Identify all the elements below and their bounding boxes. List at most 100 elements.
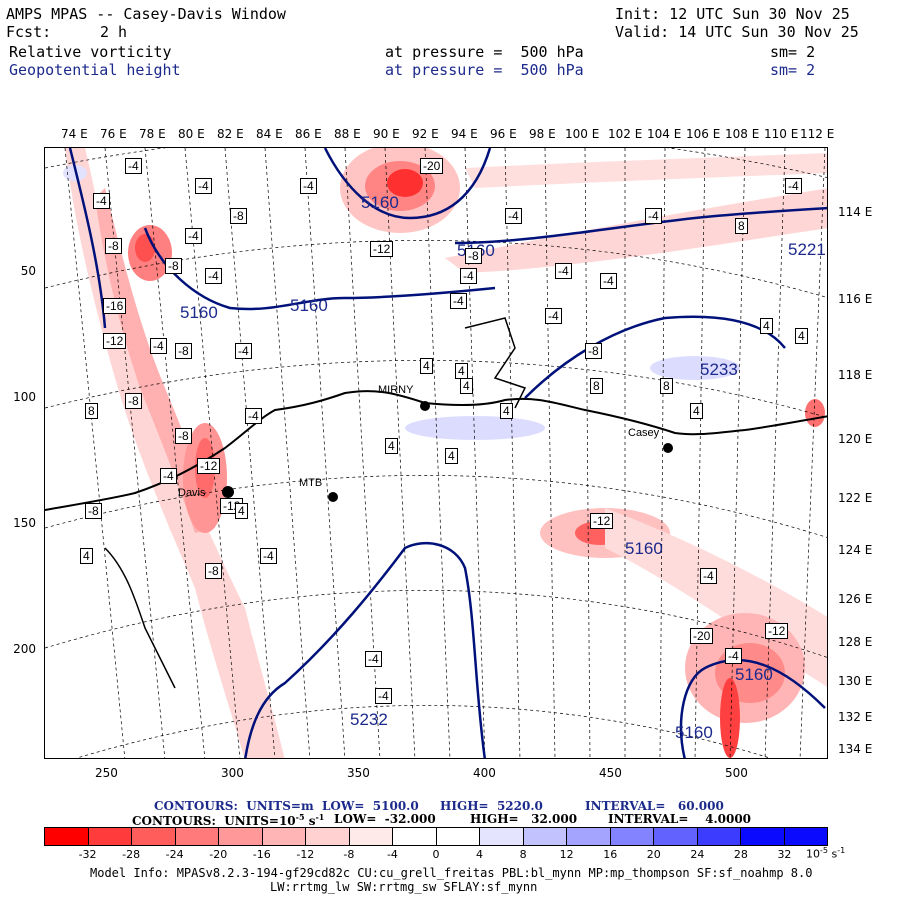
colorbar-swatch xyxy=(436,828,480,845)
vort-contour-units: CONTOURS: UNITS=10 xyxy=(132,814,296,828)
colorbar-units-s: s xyxy=(827,847,838,861)
top-lon-label: 102 E xyxy=(608,127,643,141)
colorbar-swatch xyxy=(784,828,827,845)
vorticity-value-box: -4 xyxy=(195,178,212,194)
station-label-davis: Davis xyxy=(178,487,206,499)
meridian-line xyxy=(544,148,556,758)
right-lon-label: 130 E xyxy=(838,674,873,688)
right-lon-label: 114 E xyxy=(838,205,873,219)
vorticity-value-box: 4 xyxy=(420,358,433,374)
colorbar-label: -8 xyxy=(343,848,355,861)
meridian-line xyxy=(584,148,591,758)
vorticity-value-box: -4 xyxy=(505,208,522,224)
height-contour-line xyxy=(454,206,827,245)
vorticity-value-box: 4 xyxy=(385,438,398,454)
colorbar-swatch xyxy=(523,828,567,845)
height-label: 5160 xyxy=(625,539,663,558)
top-lon-label: 110 E xyxy=(764,127,799,141)
right-lon-label: 118 E xyxy=(838,368,873,382)
vort-contour-exp: -5 xyxy=(295,812,305,822)
vort-contour-exp2: -1 xyxy=(315,812,325,822)
right-lon-label: 122 E xyxy=(838,491,873,505)
bottom-grid-label: 300 xyxy=(221,766,244,780)
top-lon-label: 104 E xyxy=(647,127,682,141)
vort-max-north-core xyxy=(387,169,423,197)
station-marker-mtb xyxy=(328,492,338,502)
bottom-grid-label: 450 xyxy=(599,766,622,780)
height-contour-line xyxy=(244,541,486,758)
vorticity-value-box: 4 xyxy=(760,318,773,334)
parallel-line xyxy=(45,475,827,538)
vorticity-value-box: 4 xyxy=(500,403,513,419)
top-lon-label: 96 E xyxy=(490,127,517,141)
vorticity-value-box: -8 xyxy=(165,258,182,274)
vorticity-value-box: -12 xyxy=(765,623,789,639)
right-lon-label: 126 E xyxy=(838,592,873,606)
station-marker-mirny xyxy=(420,401,430,411)
vorticity-value-box: -4 xyxy=(450,293,467,309)
height-label: 5160 xyxy=(675,723,713,742)
colorbar-swatch xyxy=(654,828,698,845)
top-lon-label: 108 E xyxy=(725,127,760,141)
left-grid-label: 50 xyxy=(20,264,36,278)
height-label: 5160 xyxy=(735,665,773,684)
colorbar-swatch xyxy=(219,828,263,845)
meridian-line xyxy=(344,148,381,758)
colorbar-label: 4 xyxy=(476,848,484,861)
field2-smoothing: sm= 2 xyxy=(770,61,816,79)
height-contour-high: HIGH= 5220.0 xyxy=(440,799,543,813)
vort-band-west-inner xyxy=(95,188,215,533)
top-lon-label: 90 E xyxy=(373,127,400,141)
height-label: 5160 xyxy=(180,303,218,322)
height-contour-interval: INTERVAL= 60.000 xyxy=(585,799,724,813)
vorticity-value-box: -8 xyxy=(125,393,142,409)
parallel-line xyxy=(45,360,827,418)
vorticity-value-box: -4 xyxy=(150,338,167,354)
vorticity-value-box: -4 xyxy=(125,158,142,174)
top-lon-label: 84 E xyxy=(256,127,283,141)
vort-pos-1 xyxy=(405,416,545,440)
top-lon-label: 76 E xyxy=(100,127,127,141)
top-lon-label: 78 E xyxy=(139,127,166,141)
vorticity-value-box: 8 xyxy=(85,403,98,419)
colorbar-label: 0 xyxy=(432,848,440,861)
vorticity-value-box: -4 xyxy=(205,268,222,284)
parallel-line xyxy=(45,240,827,298)
colorbar-label: 12 xyxy=(559,848,574,861)
colorbar-units: 10-5 s-1 xyxy=(806,846,845,861)
meridian-line xyxy=(659,148,666,758)
bottom-grid-label: 250 xyxy=(95,766,118,780)
vort-contour-high: HIGH= 32.000 xyxy=(470,812,578,826)
colorbar-swatch xyxy=(132,828,176,845)
top-lon-label: 100 E xyxy=(565,127,600,141)
vorticity-value-box: -4 xyxy=(93,193,110,209)
station-marker-davis xyxy=(222,486,234,498)
vorticity-value-box: -12 xyxy=(590,513,614,529)
height-contour-units: CONTOURS: UNITS=m LOW= 5100.0 xyxy=(154,799,419,813)
vorticity-value-box: -4 xyxy=(375,688,392,704)
field1-smoothing: sm= 2 xyxy=(770,43,816,61)
vorticity-value-box: 8 xyxy=(660,378,673,394)
station-label-casey: Casey xyxy=(628,427,660,439)
field2-name: Geopotential height xyxy=(9,61,181,79)
valid-time: Valid: 14 UTC Sun 30 Nov 25 xyxy=(615,23,859,41)
vorticity-value-box: 4 xyxy=(690,403,703,419)
vorticity-value-box: -8 xyxy=(230,208,247,224)
right-lon-label: 116 E xyxy=(838,292,873,306)
left-grid-label: 150 xyxy=(13,516,36,530)
vorticity-value-box: -4 xyxy=(300,178,317,194)
parallel-line xyxy=(45,148,827,178)
right-lon-label: 124 E xyxy=(838,543,873,557)
vorticity-value-box: -8 xyxy=(175,343,192,359)
meridian-line xyxy=(224,148,276,758)
vort-pos-2 xyxy=(650,356,740,380)
vorticity-value-box: -16 xyxy=(103,298,127,314)
vorticity-value-box: -4 xyxy=(245,408,262,424)
height-label: 5232 xyxy=(350,710,388,729)
bottom-grid-label: 500 xyxy=(725,766,748,780)
meridian-line xyxy=(424,148,451,758)
meridian-line xyxy=(264,148,311,758)
colorbar-label: -20 xyxy=(209,848,228,861)
vorticity-value-box: 4 xyxy=(80,548,93,564)
top-lon-label: 82 E xyxy=(217,127,244,141)
